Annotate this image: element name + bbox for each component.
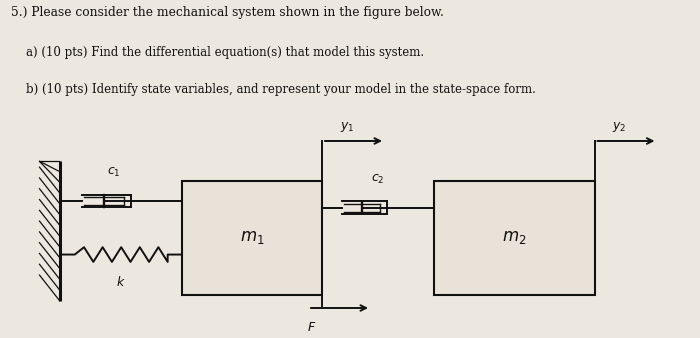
Text: $m_1$: $m_1$ [240,230,265,246]
Bar [434,181,594,295]
Text: $m_2$: $m_2$ [502,230,526,246]
Text: $y_1$: $y_1$ [340,120,354,134]
Text: 5.) Please consider the mechanical system shown in the figure below.: 5.) Please consider the mechanical syste… [11,6,444,19]
Bar [182,181,322,295]
Text: $c_2$: $c_2$ [371,173,385,186]
Text: $y_2$: $y_2$ [612,120,626,134]
Text: $F$: $F$ [307,321,316,334]
Text: a) (10 pts) Find the differential equation(s) that model this system.: a) (10 pts) Find the differential equati… [11,46,424,59]
Text: $k$: $k$ [116,274,126,289]
Text: $c_1$: $c_1$ [107,166,121,179]
Text: b) (10 pts) Identify state variables, and represent your model in the state-spac: b) (10 pts) Identify state variables, an… [11,82,536,96]
